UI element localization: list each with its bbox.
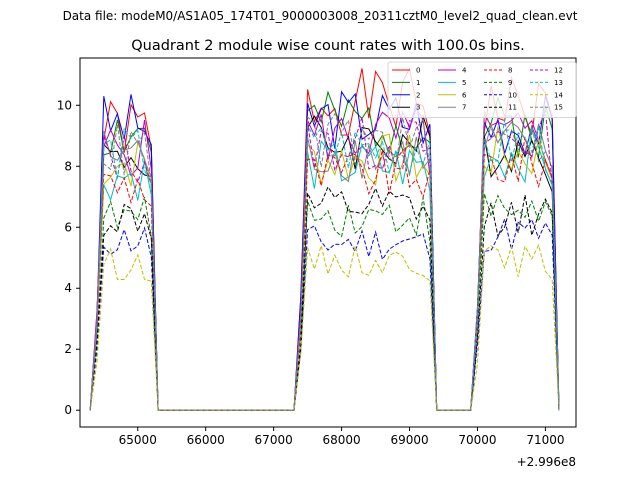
y-tick-label: 2 [64, 342, 72, 356]
series-layer [89, 66, 560, 411]
y-tick-label: 4 [64, 281, 72, 295]
legend-label-6: 6 [462, 91, 467, 99]
series-line-14 [89, 243, 560, 411]
legend-label-3: 3 [416, 104, 420, 112]
legend-label-2: 2 [416, 91, 420, 99]
x-offset-label: +2.996e8 [517, 455, 576, 469]
x-tick-label: 71000 [526, 433, 564, 447]
series-line-5 [89, 126, 560, 411]
legend-label-0: 0 [416, 67, 420, 75]
x-tick-label: 68000 [322, 433, 360, 447]
series-line-13 [89, 119, 560, 411]
x-tick-label: 65000 [119, 433, 157, 447]
x-tick-label: 69000 [390, 433, 428, 447]
legend-label-10: 10 [508, 91, 517, 99]
x-tick-label: 67000 [255, 433, 293, 447]
plot-frame [79, 57, 577, 428]
series-line-11 [89, 185, 560, 411]
chart-suptitle: Data file: modeM0/AS1A05_174T01_90000030… [63, 9, 578, 23]
legend-label-14: 14 [554, 91, 563, 99]
series-line-7 [89, 121, 560, 411]
legend-label-12: 12 [554, 67, 563, 75]
legend-label-5: 5 [462, 79, 466, 87]
legend-label-4: 4 [462, 67, 467, 75]
y-tick-label: 0 [64, 403, 72, 417]
y-tick-label: 8 [64, 159, 72, 173]
legend-label-13: 13 [554, 79, 563, 87]
legend-label-15: 15 [554, 104, 563, 112]
legend-label-1: 1 [416, 79, 420, 87]
y-tick-label: 6 [64, 220, 72, 234]
series-line-8 [89, 136, 560, 411]
series-line-10 [89, 217, 560, 411]
legend-label-9: 9 [508, 79, 512, 87]
series-line-15 [89, 109, 560, 411]
series-line-2 [89, 90, 560, 411]
legend-label-7: 7 [462, 104, 466, 112]
legend-label-11: 11 [508, 104, 517, 112]
series-line-9 [89, 193, 560, 411]
legend-label-8: 8 [508, 67, 512, 75]
x-tick-label: 70000 [458, 433, 496, 447]
x-tick-label: 66000 [187, 433, 225, 447]
series-line-12 [89, 110, 560, 411]
chart-title: Quadrant 2 module wise count rates with … [131, 38, 525, 54]
y-tick-label: 10 [57, 98, 72, 112]
legend-box [387, 61, 577, 118]
axis-ticks: 65000 66000 67000 68000 69000 70000 71000 0 2 4 6 8… [57, 98, 565, 447]
